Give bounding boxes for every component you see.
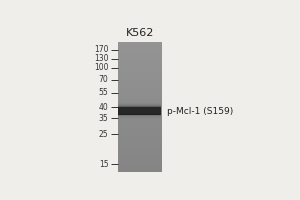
Bar (118, 159, 162, 161)
Bar (118, 117, 161, 118)
Text: 25: 25 (99, 130, 108, 139)
Bar (118, 96, 162, 99)
Bar (118, 118, 162, 120)
Bar (118, 148, 162, 150)
Bar (118, 120, 161, 121)
Bar (118, 163, 162, 165)
Bar (118, 165, 162, 168)
Bar (118, 79, 162, 81)
Text: 55: 55 (99, 88, 108, 97)
Text: 170: 170 (94, 45, 108, 54)
Bar (118, 114, 162, 116)
Bar (118, 58, 162, 60)
Bar (118, 101, 161, 102)
Bar (118, 77, 162, 79)
Bar (118, 137, 162, 140)
Bar (118, 64, 162, 66)
Bar (118, 103, 162, 105)
Bar (118, 53, 162, 55)
Bar (118, 60, 162, 62)
Bar (118, 99, 162, 101)
Bar (118, 88, 162, 90)
Bar (118, 170, 162, 172)
Bar (118, 62, 162, 64)
Bar (118, 104, 161, 105)
Bar (118, 161, 162, 163)
Text: 130: 130 (94, 54, 108, 63)
Bar (118, 122, 162, 124)
Bar (118, 49, 162, 51)
Bar (118, 100, 161, 101)
Bar (118, 129, 162, 131)
Bar (118, 45, 162, 47)
Bar (118, 119, 161, 120)
Bar (118, 107, 161, 115)
Text: 15: 15 (99, 160, 108, 169)
Bar (118, 71, 162, 73)
Bar (118, 168, 162, 170)
Bar (118, 55, 162, 58)
Bar (118, 75, 162, 77)
Bar (118, 42, 162, 45)
Bar (118, 51, 162, 53)
Bar (118, 118, 161, 119)
Bar (118, 124, 162, 127)
Bar (118, 109, 162, 111)
Bar (118, 90, 162, 92)
Bar (118, 94, 162, 96)
Bar (118, 105, 161, 106)
Bar (118, 103, 161, 104)
Bar (118, 114, 161, 115)
Bar (118, 146, 162, 148)
Bar (118, 81, 162, 83)
Bar (118, 120, 162, 122)
Text: 35: 35 (99, 114, 108, 123)
Bar (118, 111, 162, 114)
Bar (118, 157, 162, 159)
Bar (118, 101, 162, 103)
Bar (118, 135, 162, 137)
Bar (118, 144, 162, 146)
Bar (118, 66, 162, 68)
Text: 70: 70 (99, 75, 108, 84)
Bar (118, 133, 162, 135)
Bar (118, 116, 162, 118)
Bar (118, 68, 162, 71)
Bar (118, 116, 161, 117)
Text: K562: K562 (126, 28, 154, 38)
Bar (118, 150, 162, 152)
Bar (118, 127, 162, 129)
Bar (118, 106, 161, 107)
Bar (118, 140, 162, 142)
Bar (118, 102, 161, 103)
Bar (118, 142, 162, 144)
Bar (118, 92, 162, 94)
Bar (118, 83, 162, 86)
Bar (118, 47, 162, 49)
Text: p-Mcl-1 (S159): p-Mcl-1 (S159) (167, 107, 233, 116)
Bar (118, 131, 162, 133)
Bar (118, 73, 162, 75)
Text: 100: 100 (94, 63, 108, 72)
Bar (118, 86, 162, 88)
Bar (118, 152, 162, 155)
Bar (118, 105, 162, 107)
Bar (118, 155, 162, 157)
Bar (118, 115, 161, 116)
Bar (118, 107, 162, 109)
Text: 40: 40 (99, 103, 108, 112)
